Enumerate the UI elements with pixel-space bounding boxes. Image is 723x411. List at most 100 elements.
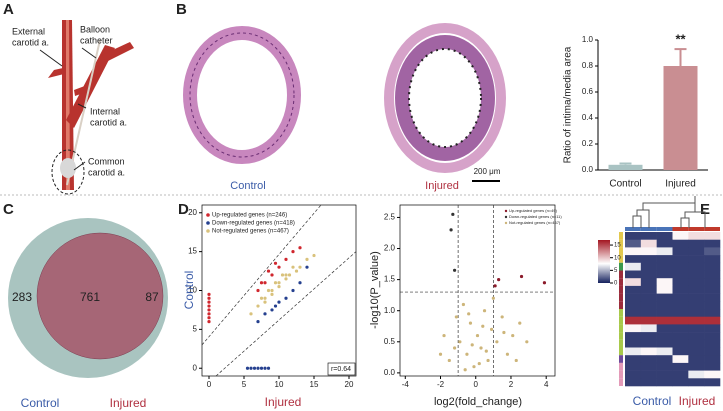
column-annotation bbox=[688, 227, 705, 231]
x-tick-label: -2 bbox=[437, 380, 445, 389]
x-axis-label: Injured bbox=[265, 395, 302, 409]
heatmap-cell bbox=[625, 324, 642, 333]
x-tick-label: 4 bbox=[544, 380, 549, 389]
reference-line bbox=[215, 251, 357, 377]
point bbox=[263, 366, 267, 370]
y-tick-label: 5 bbox=[193, 324, 198, 333]
row-annotation bbox=[619, 339, 623, 348]
heatmap-cell bbox=[625, 316, 642, 325]
point bbox=[505, 352, 510, 356]
heatmap-cell bbox=[688, 232, 705, 240]
heatmap-cell bbox=[656, 309, 673, 317]
point bbox=[500, 315, 504, 319]
image-label: Injured bbox=[425, 180, 459, 192]
venn-count: 283 bbox=[12, 290, 32, 304]
point bbox=[493, 284, 497, 288]
point bbox=[491, 296, 495, 300]
heatmap-cell bbox=[704, 278, 721, 287]
y-tick-label: 0.8 bbox=[582, 61, 594, 70]
point bbox=[256, 288, 260, 293]
annotation: r=0.64 bbox=[331, 366, 351, 373]
heatmap-cell bbox=[704, 247, 721, 256]
x-tick-label: 0 bbox=[474, 380, 479, 389]
row-annotation bbox=[619, 270, 623, 279]
y-tick-label: 0.0 bbox=[582, 165, 594, 174]
point bbox=[207, 292, 211, 296]
legend-marker bbox=[504, 215, 508, 219]
heatmap-cell bbox=[625, 370, 642, 379]
point bbox=[482, 309, 487, 313]
x-tick-label: 0 bbox=[207, 380, 212, 389]
colorbar-tick-label: 5 bbox=[614, 268, 618, 274]
heatmap-cell bbox=[640, 293, 657, 302]
heatmap-cell bbox=[640, 301, 657, 310]
point bbox=[207, 300, 211, 304]
y-tick-label: 1.0 bbox=[582, 35, 594, 44]
heatmap-cell bbox=[672, 232, 689, 240]
column-annotation bbox=[625, 227, 641, 231]
point bbox=[207, 316, 211, 320]
column-annotation bbox=[656, 227, 673, 231]
heatmap-cell bbox=[625, 301, 642, 310]
point bbox=[294, 269, 299, 273]
diagram-label: carotid a. bbox=[90, 117, 127, 127]
point bbox=[489, 327, 494, 331]
y-tick-label: 2.0 bbox=[384, 244, 396, 253]
heatmap-cell bbox=[704, 270, 721, 279]
venn-count: 761 bbox=[80, 290, 100, 304]
row-annotation bbox=[619, 324, 623, 333]
point bbox=[207, 296, 211, 300]
heatmap-cell bbox=[640, 239, 657, 248]
heatmap-cell bbox=[688, 355, 705, 364]
heatmap-cell bbox=[672, 316, 689, 325]
point bbox=[287, 273, 292, 277]
point bbox=[298, 246, 302, 250]
point bbox=[291, 250, 295, 254]
venn-overlap bbox=[37, 233, 163, 359]
heatmap-cell bbox=[688, 247, 705, 256]
point bbox=[263, 281, 267, 285]
heatmap-cell bbox=[625, 332, 642, 341]
x-tick-label: 20 bbox=[345, 380, 354, 389]
scale-bar-label: 200 μm bbox=[474, 167, 501, 176]
point bbox=[207, 312, 211, 316]
heatmap-cell bbox=[656, 278, 673, 287]
legend-marker bbox=[206, 213, 210, 217]
point bbox=[468, 321, 473, 325]
plot-frame bbox=[399, 204, 556, 377]
heatmap-cell bbox=[704, 309, 721, 317]
column-annotation bbox=[640, 227, 657, 231]
point bbox=[263, 300, 267, 304]
legend-marker bbox=[504, 221, 508, 225]
point bbox=[249, 312, 253, 316]
point bbox=[470, 343, 474, 347]
heatmap-cell bbox=[640, 339, 657, 348]
heatmap-cell bbox=[625, 339, 642, 348]
heatmap-cell bbox=[688, 332, 705, 341]
point bbox=[259, 281, 264, 285]
column-annotation bbox=[672, 227, 689, 231]
row-annotation bbox=[619, 316, 623, 325]
heatmap-cell bbox=[656, 262, 673, 271]
heatmap-cell bbox=[625, 262, 642, 271]
heatmap-cell bbox=[656, 355, 673, 364]
point bbox=[291, 288, 295, 293]
heatmap-cell bbox=[688, 370, 705, 379]
histology-images bbox=[183, 23, 506, 182]
point bbox=[447, 358, 451, 363]
heatmap-cell bbox=[688, 270, 705, 279]
heatmap-cell bbox=[656, 232, 673, 240]
heatmap-cell bbox=[672, 262, 689, 271]
colorbar-tick-label: 0 bbox=[614, 281, 618, 287]
heatmap-cell bbox=[672, 285, 689, 294]
heatmap-cell bbox=[672, 247, 689, 256]
x-tick-label: 10 bbox=[275, 380, 284, 389]
legend-marker bbox=[206, 221, 210, 225]
venn-count: 87 bbox=[145, 290, 159, 304]
heatmap-cell bbox=[656, 270, 673, 279]
heatmap-cell bbox=[672, 301, 689, 310]
heatmap-cell bbox=[625, 378, 642, 387]
heatmap-cell bbox=[656, 285, 673, 294]
heatmap-cell bbox=[672, 255, 689, 264]
point bbox=[453, 346, 457, 350]
